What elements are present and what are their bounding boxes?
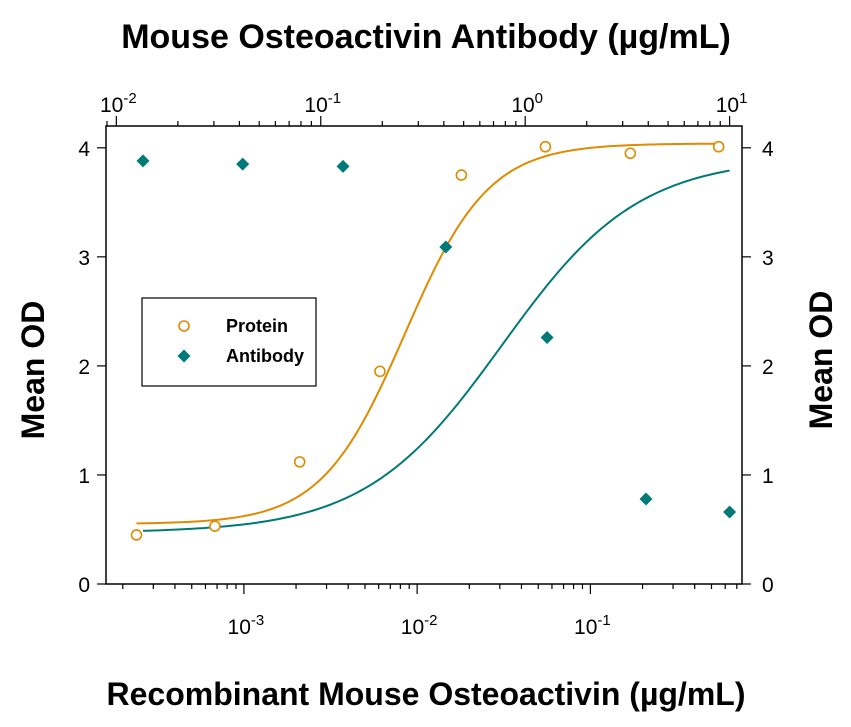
y-right-tick-label: 4 xyxy=(762,138,774,161)
y-right-tick-label: 0 xyxy=(762,574,774,597)
protein-point xyxy=(209,520,221,533)
chart-title: Mouse Osteoactivin Antibody (µg/mL) xyxy=(121,18,731,56)
antibody-point xyxy=(439,240,453,254)
y-left-tick-label: 4 xyxy=(78,138,90,161)
legend-protein-label: Protein xyxy=(226,316,288,336)
antibody-point xyxy=(540,331,554,345)
x-top-tick-label: 10-2 xyxy=(100,90,137,117)
y-right-tick-label: 2 xyxy=(762,356,774,379)
protein-point xyxy=(293,456,306,468)
antibody-fit-curve xyxy=(142,169,730,532)
x-axis-title: Recombinant Mouse Osteoactivin (µg/mL) xyxy=(107,676,746,712)
y-right-tick-label: 3 xyxy=(762,247,774,270)
y-left-tick-label: 0 xyxy=(78,574,90,597)
antibody-point xyxy=(236,157,250,171)
y-axis-title-left: Mean OD xyxy=(15,301,51,440)
protein-point xyxy=(539,140,552,153)
x-bottom-tick-label: 10-3 xyxy=(228,612,265,639)
protein-point xyxy=(130,529,143,541)
x-top-tick-label: 101 xyxy=(716,90,748,117)
y-axis-title-right: Mean OD xyxy=(803,291,839,430)
x-top-tick-label: 10-1 xyxy=(304,90,341,117)
y-left-tick-label: 2 xyxy=(78,356,90,379)
legend-antibody-label: Antibody xyxy=(226,346,304,366)
legend-antibody-marker xyxy=(177,349,191,363)
y-right-tick-label: 1 xyxy=(762,465,774,488)
antibody-point xyxy=(336,159,350,173)
legend-protein-marker xyxy=(178,320,190,332)
x-bottom-tick-label: 10-1 xyxy=(574,612,611,639)
y-left-tick-label: 3 xyxy=(78,247,90,270)
protein-point xyxy=(624,147,637,160)
plot-area: 10-3 10-2 10-110-2 10-1 100 1010123401234Prot… xyxy=(78,90,774,639)
x-top-tick-label: 100 xyxy=(511,90,543,117)
y-left-tick-label: 1 xyxy=(78,465,90,488)
antibody-point xyxy=(136,154,150,168)
protein-point xyxy=(455,169,468,181)
antibody-point xyxy=(723,505,737,519)
legend-box xyxy=(141,297,317,387)
plot-frame xyxy=(105,125,743,585)
antibody-point xyxy=(639,492,653,506)
protein-point xyxy=(712,140,725,153)
x-bottom-tick-label: 10-2 xyxy=(401,612,438,639)
protein-point xyxy=(374,365,386,378)
protein-fit-curve xyxy=(136,142,719,525)
